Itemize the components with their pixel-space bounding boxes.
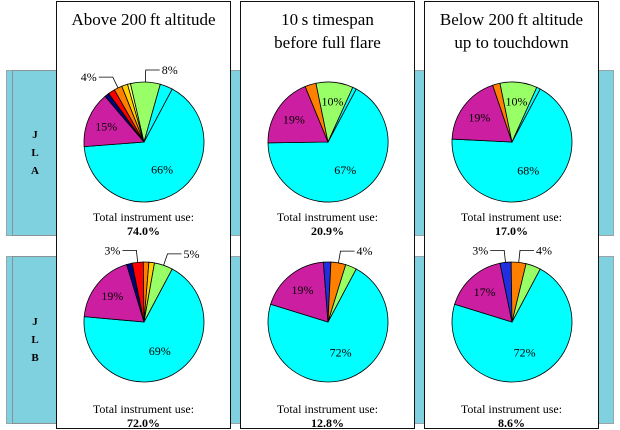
column-panel-below-200ft: Below 200 ft altitude up to touchdown 68… <box>424 1 599 430</box>
slice-label: 3% <box>104 243 120 257</box>
pie-chart-jlb-above-200ft: 69% 19% 3% 5% <box>83 243 205 383</box>
row-label-letter: A <box>31 165 39 177</box>
pie-slice <box>270 261 329 323</box>
slice-leader-line <box>338 250 355 263</box>
slice-label: 19% <box>283 113 305 127</box>
slice-label: 72% <box>330 346 352 360</box>
total-caption: Total instrument use: 74.0% <box>57 210 230 238</box>
slice-label: 19% <box>292 283 314 297</box>
column-title: Above 200 ft altitude <box>57 8 230 31</box>
pie-slice <box>143 83 173 143</box>
row-label-letter: B <box>31 352 39 364</box>
total-value: 8.6% <box>498 416 525 430</box>
slice-label: 66% <box>151 163 173 177</box>
slice-leader-line <box>490 249 506 263</box>
column-title: 10 s timespan before full flare <box>241 8 414 54</box>
slice-label: 67% <box>334 163 356 177</box>
slice-label: 15% <box>95 119 117 133</box>
row-label-jla: J L A <box>12 70 58 236</box>
slice-label: 10% <box>322 95 344 109</box>
slice-label: 4% <box>357 244 373 258</box>
slice-label: 19% <box>101 289 123 303</box>
column-title-line: Below 200 ft altitude <box>439 10 584 29</box>
slice-label: 5% <box>184 247 200 261</box>
total-value: 17.0% <box>495 224 528 238</box>
slice-label: 19% <box>468 110 490 124</box>
row-label-letter: L <box>31 334 39 346</box>
column-title-line: Above 200 ft altitude <box>71 10 216 29</box>
pie-slice <box>83 88 205 203</box>
pie-slice <box>267 268 389 383</box>
total-caption: Total instrument use: 17.0% <box>425 210 598 238</box>
pie-slice <box>267 88 389 203</box>
row-label-letter: J <box>32 129 38 141</box>
slice-leader-line <box>122 249 139 263</box>
slice-leader-line <box>145 69 160 83</box>
slice-label: 17% <box>474 285 496 299</box>
pie-slice <box>454 262 513 323</box>
total-label: Total instrument use: <box>460 210 563 224</box>
slice-label: 4% <box>81 70 97 84</box>
total-caption: Total instrument use: 72.0% <box>57 402 230 430</box>
slice-leader-line <box>98 76 119 89</box>
pie-slice <box>511 86 541 143</box>
pie-slice <box>327 86 357 143</box>
total-value: 20.9% <box>311 224 344 238</box>
row-label-letter: J <box>32 316 38 328</box>
pie-slice <box>267 86 329 144</box>
column-panel-10s-before-flare: 10 s timespan before full flare 67% 19% 10… <box>240 1 415 430</box>
column-panel-above-200ft: Above 200 ft altitude 66% 15% 4% 8% Total i… <box>56 1 231 430</box>
pie-chart-jla-below-200ft: 68% 19% 10% <box>451 81 573 203</box>
pie-slice <box>83 95 145 148</box>
pie-chart-jla-above-200ft: 66% 15% 4% 8% <box>81 63 205 203</box>
slice-label: 3% <box>472 243 488 257</box>
slice-label: 8% <box>162 63 178 77</box>
pie-chart-jlb-below-200ft: 72% 17% 3% 4% <box>451 243 573 383</box>
total-caption: Total instrument use: 20.9% <box>241 210 414 238</box>
total-value: 72.0% <box>127 416 160 430</box>
column-title-line: up to touchdown <box>454 33 569 52</box>
pie-slice <box>451 88 573 203</box>
total-caption: Total instrument use: 8.6% <box>425 402 598 430</box>
pie-slice <box>451 84 513 143</box>
pie-slice <box>83 264 145 323</box>
column-title-line: before full flare <box>274 33 381 52</box>
total-label: Total instrument use: <box>92 210 195 224</box>
pie-slice <box>511 263 541 323</box>
slice-label: 4% <box>536 243 552 257</box>
pie-slice <box>327 264 357 323</box>
slice-leader-line <box>163 253 182 266</box>
total-label: Total instrument use: <box>276 402 379 416</box>
pie-slice <box>83 268 205 383</box>
total-value: 12.8% <box>311 416 344 430</box>
pie-chart-jla-10s-before-flare: 67% 19% 10% <box>267 81 389 203</box>
slice-label: 72% <box>514 346 536 360</box>
column-title-line: 10 s timespan <box>281 10 374 29</box>
slice-label: 10% <box>506 95 528 109</box>
row-label-letter: L <box>31 147 39 159</box>
pie-chart-jlb-10s-before-flare: 72% 19% 4% <box>267 244 389 383</box>
total-caption: Total instrument use: 12.8% <box>241 402 414 430</box>
row-label-jlb: J L B <box>12 256 58 424</box>
total-value: 74.0% <box>127 224 160 238</box>
pie-slice <box>451 268 573 383</box>
total-label: Total instrument use: <box>276 210 379 224</box>
slice-leader-line <box>518 249 534 263</box>
total-label: Total instrument use: <box>460 402 563 416</box>
column-title: Below 200 ft altitude up to touchdown <box>425 8 598 54</box>
slice-label: 69% <box>149 344 171 358</box>
total-label: Total instrument use: <box>92 402 195 416</box>
slice-label: 68% <box>517 164 539 178</box>
